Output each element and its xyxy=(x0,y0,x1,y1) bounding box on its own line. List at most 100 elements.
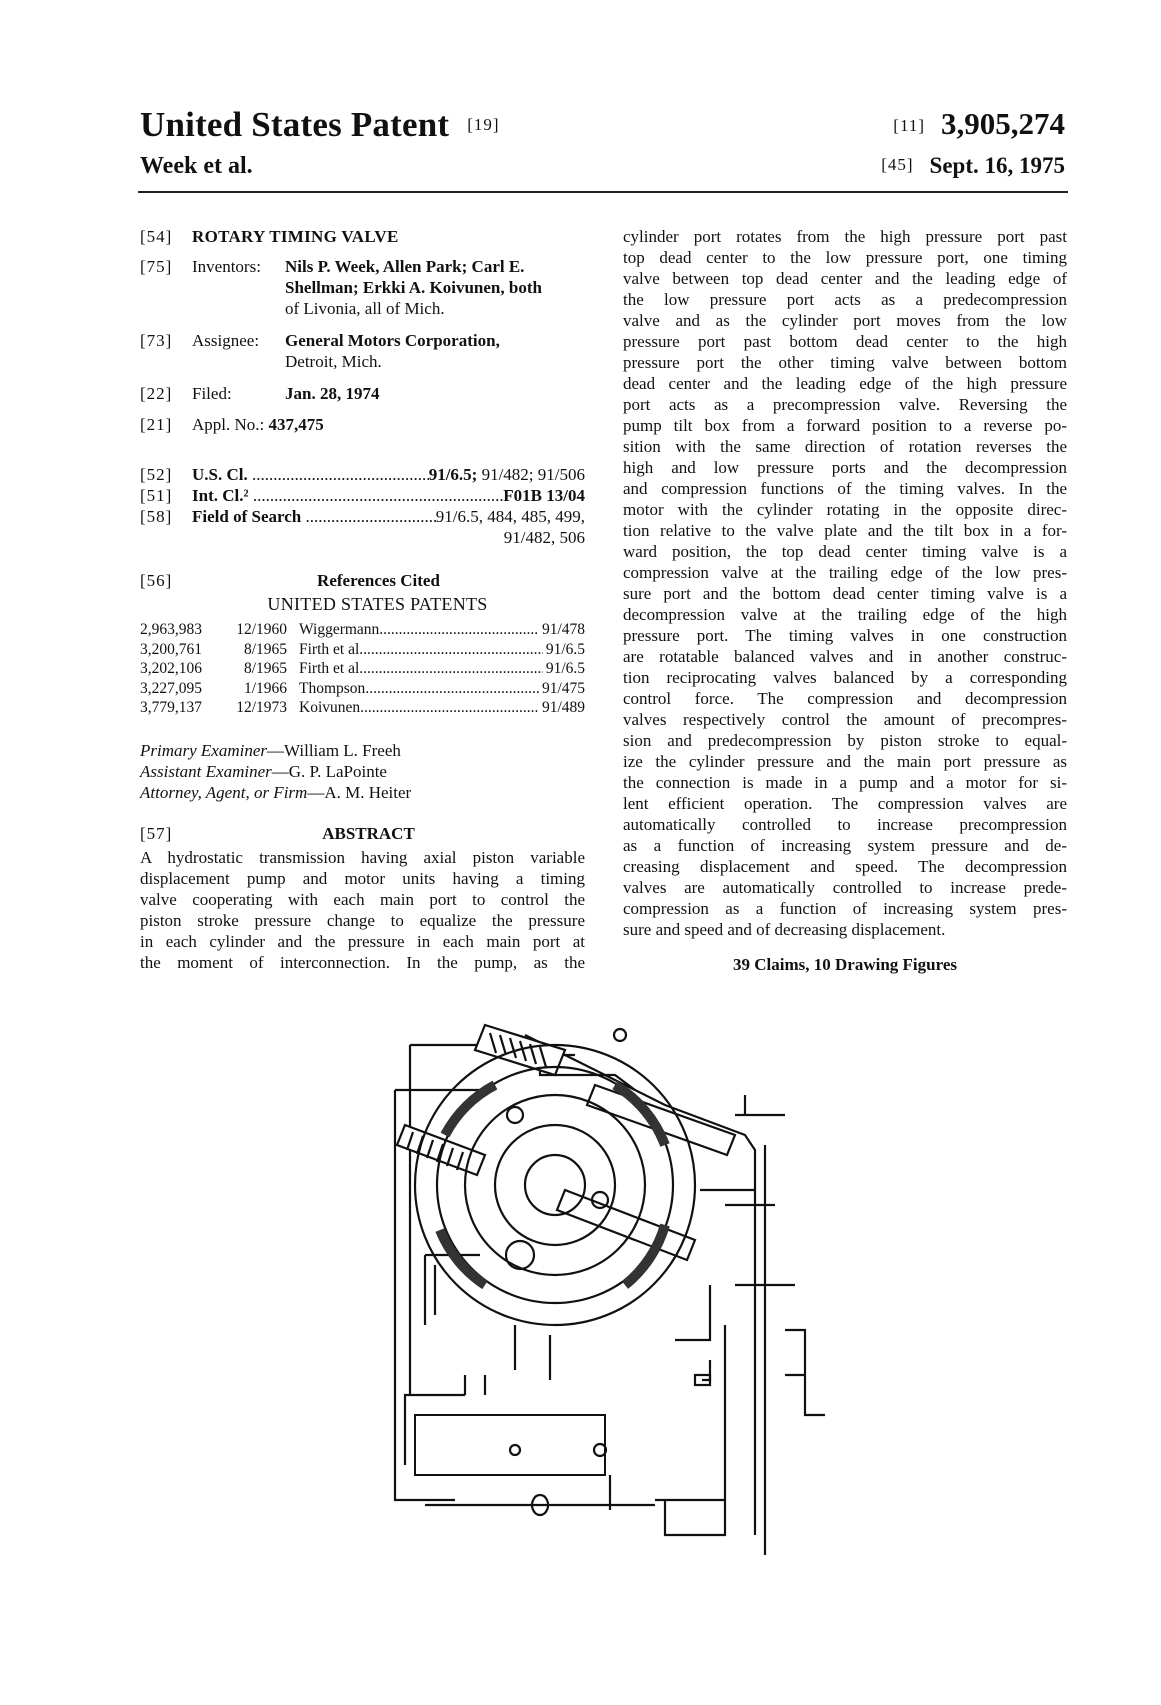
abstract-line: and compression functions of the timing … xyxy=(623,479,1067,498)
inventors-value: Nils P. Week, Allen Park; Carl E. Shellma… xyxy=(285,256,542,319)
abstract-line: pressure port. The timing valves in one … xyxy=(623,626,1067,645)
ref-number: 3,202,106 xyxy=(140,660,202,677)
field-code: [75] xyxy=(140,257,173,276)
reference-row: 3,200,761 8/1965 Firth et al..............… xyxy=(140,641,585,659)
ref-name: Firth et al. xyxy=(299,640,364,658)
reference-row: 3,227,095 1/1966 Thompson.................… xyxy=(140,680,585,698)
abstract-line: sition with the same direction of rotati… xyxy=(623,437,1067,456)
check-valves xyxy=(508,1027,712,1517)
abstract-line: pressure port past bottom dead center to… xyxy=(623,332,1067,351)
ref-name: Thompson xyxy=(299,679,366,697)
field-label: Appl. No.: xyxy=(192,415,265,434)
examiner-label: Attorney, Agent, or Firm xyxy=(140,783,308,802)
leader-dots: ........................................… xyxy=(252,486,504,505)
assignee-line: General Motors Corporation, xyxy=(285,331,500,350)
patent-number-text: 3,905,274 xyxy=(941,106,1065,141)
date-text: Sept. 16, 1975 xyxy=(929,153,1065,178)
field-code: [52] xyxy=(140,465,173,484)
abstract-line: tion relative to the valve plate and the… xyxy=(623,521,1067,540)
us-class-main: 91/6.5; xyxy=(428,465,478,484)
field-code: [57] xyxy=(140,824,173,843)
reference-row: 2,963,983 12/1960 Wiggermann..............… xyxy=(140,621,585,639)
abstract-line: as a function of increasing system press… xyxy=(623,836,1067,855)
field-code: [56] xyxy=(140,571,173,590)
number-code: [11] xyxy=(893,116,925,135)
claims-count: 39 Claims, 10 Drawing Figures xyxy=(733,955,957,974)
primary-examiner: Primary Examiner —William L. Freeh xyxy=(140,740,585,761)
examiner-value: —A. M. Heiter xyxy=(307,783,412,802)
references-title: References Cited xyxy=(317,571,440,590)
field-code: [54] xyxy=(140,227,173,246)
abstract-line: tion reciprocating valves balanced by a … xyxy=(623,668,1067,687)
ref-date: 1/1966 xyxy=(243,679,287,697)
abstract-line: valve and as the cylinder port moves fro… xyxy=(623,311,1067,330)
references-subtitle: UNITED STATES PATENTS xyxy=(267,594,488,614)
field-label: Filed: xyxy=(192,384,232,403)
ref-date: 8/1965 xyxy=(243,660,287,677)
abstract-line: sion and predecompression by piston stro… xyxy=(623,731,1067,750)
abstract-line: A hydrostatic transmission having axial … xyxy=(140,848,585,867)
abstract-line: compression valve at the trailing edge o… xyxy=(623,563,1067,582)
inventors-line: Shellman; Erkki A. Koivunen, both xyxy=(285,278,542,297)
ref-date: 12/1973 xyxy=(236,699,287,716)
inventors-line: of Livonia, all of Mich. xyxy=(285,299,445,318)
field-code: [51] xyxy=(140,486,173,505)
abstract-line: are rotatable balanced valves and in ano… xyxy=(623,647,1067,666)
inventors-field: [75] Inventors: Nils P. Week, Allen Park;… xyxy=(140,256,585,319)
leader-dots: ........................................… xyxy=(360,699,539,716)
patent-drawing-figure xyxy=(393,1023,825,1555)
abstract-line: decompression valve at the trailing edge… xyxy=(623,605,1067,624)
abstract-line: ward position, the top dead center timin… xyxy=(623,542,1067,561)
abstract-line: pressure port the other timing valve bet… xyxy=(623,353,1067,372)
field-code: [22] xyxy=(140,384,173,403)
leader-dots: ........................................… xyxy=(305,507,435,526)
abstract-line: valve between top dead center and the le… xyxy=(623,269,1067,288)
abstract-line: the connection is made in a pump and a m… xyxy=(623,773,1067,792)
ref-name: Koivunen xyxy=(299,699,361,716)
rotor-assembly xyxy=(413,1043,697,1327)
abstract-line: valves respectively control the amount o… xyxy=(623,710,1067,729)
abstract-line: pump tilt box from a forward position to… xyxy=(623,416,1067,435)
abstract-line: automatically controlled to increase pre… xyxy=(623,815,1067,834)
search-field-cont: 91/482, 506 xyxy=(140,527,585,548)
assistant-examiner: Assistant Examiner —G. P. LaPointe xyxy=(140,761,585,782)
abstract-line: valve cooperating with each main port to… xyxy=(140,890,585,909)
abstract-line: dead center and the leading edge of the … xyxy=(623,374,1067,393)
ref-class: 91/475 xyxy=(541,679,585,697)
field-label: Field of Search xyxy=(192,507,302,526)
inventors-short: Week et al. xyxy=(140,153,253,179)
ref-class: 91/489 xyxy=(541,699,585,716)
search-field: [58] Field of Search ....................… xyxy=(140,506,585,527)
abstract-line: lent efficient operation. The compressio… xyxy=(623,794,1067,813)
abstract-title: ABSTRACT xyxy=(322,824,415,843)
field-label: U.S. Cl. xyxy=(192,465,248,484)
abstract-line: motor with the cylinder rotating in the … xyxy=(623,500,1067,519)
abstract-line: displacement pump and motor units having… xyxy=(140,869,585,888)
field-label: Assignee: xyxy=(192,331,260,350)
field-code: [58] xyxy=(140,507,173,526)
abstract-line: control force. The compression and decom… xyxy=(623,689,1067,708)
hydraulic-lines xyxy=(393,1034,825,1555)
reference-row: 3,779,137 12/1973 Koivunen................… xyxy=(140,699,585,717)
leader-dots: ........................................… xyxy=(363,660,543,677)
ref-number: 2,963,983 xyxy=(140,621,202,638)
abstract-line: top dead center to the low pressure port… xyxy=(623,248,1067,267)
ref-name: Firth et al. xyxy=(299,660,364,677)
references-heading: [56] References Cited xyxy=(140,570,585,591)
us-class-field: [52] U.S. Cl. ...........................… xyxy=(140,464,585,485)
abstract-line: high and low pressure ports and the deco… xyxy=(623,458,1067,477)
examiner-value: —William L. Freeh xyxy=(267,741,401,760)
title-text: United States Patent xyxy=(140,105,450,144)
int-class-value: F01B 13/04 xyxy=(503,486,585,505)
ref-class: 91/6.5 xyxy=(545,660,585,677)
leader-dots: ........................................… xyxy=(379,621,539,638)
field-code: [73] xyxy=(140,331,173,350)
abstract-line: in each cylinder and the pressure in eac… xyxy=(140,932,585,951)
abstract-line: sure and speed and of decreasing displac… xyxy=(623,920,946,939)
abstract-right-column: cylinder port rotates from the high pres… xyxy=(623,226,1067,940)
spool-valve-right xyxy=(555,1083,737,1262)
date-code: [45] xyxy=(881,155,914,174)
filed-value: Jan. 28, 1974 xyxy=(285,384,380,403)
abstract-line: compression as a function of increasing … xyxy=(623,899,1067,918)
document-title: United States Patent [19] xyxy=(140,105,500,145)
